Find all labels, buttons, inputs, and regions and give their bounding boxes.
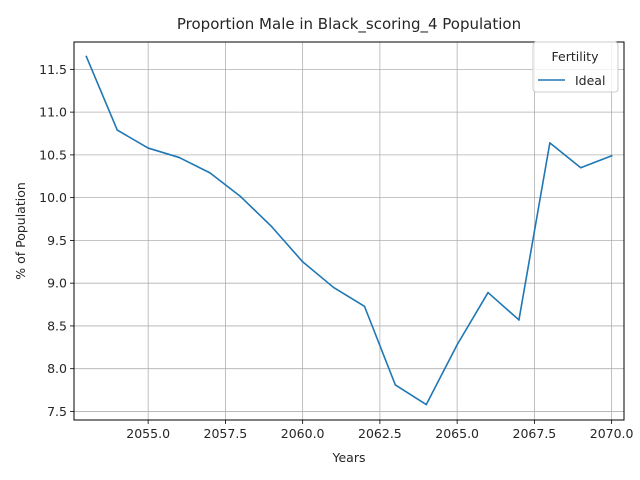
data-point	[518, 319, 520, 321]
y-tick-label: 8.5	[47, 318, 67, 333]
data-point	[610, 154, 613, 157]
series-line-ideal	[85, 55, 613, 406]
data-point	[332, 286, 335, 289]
x-tick-label: 2067.5	[513, 426, 557, 441]
y-tick-label: 11.0	[39, 105, 67, 120]
data-point	[240, 195, 242, 198]
y-tick-label: 7.5	[47, 404, 67, 419]
data-point	[270, 225, 273, 228]
x-tick-label: 2070.0	[590, 426, 634, 441]
x-tick-label: 2060.0	[281, 426, 325, 441]
x-tick-label: 2065.0	[435, 426, 479, 441]
y-tick-label: 9.0	[47, 276, 67, 291]
y-tick-label: 11.5	[39, 62, 67, 77]
grid	[74, 42, 624, 420]
data-point	[425, 403, 428, 406]
x-axis-ticks: 2055.0 2057.5 2060.0 2062.5 2065.0 2067.5 2070…	[126, 420, 634, 441]
y-axis-label: % of Population	[13, 182, 28, 280]
y-tick-label: 8.0	[47, 361, 67, 376]
data-point	[301, 260, 304, 263]
data-point	[579, 166, 582, 169]
x-tick-label: 2055.0	[126, 426, 170, 441]
data-point	[456, 343, 458, 346]
data-point	[178, 156, 180, 159]
y-tick-label: 10.5	[39, 147, 67, 162]
data-point	[147, 147, 149, 149]
x-tick-label: 2057.5	[204, 426, 248, 441]
data-point	[487, 291, 489, 294]
y-tick-label: 9.5	[47, 233, 67, 248]
data-point	[549, 142, 551, 144]
y-axis-ticks: 7.5 8.0 8.5 9.0 9.5 10.0 10.5 11.0 11.5	[39, 62, 74, 419]
chart-title: Proportion Male in Black_scoring_4 Popul…	[177, 15, 521, 34]
plot-area-frame	[73, 41, 625, 421]
legend-title: Fertility	[552, 49, 600, 64]
data-point	[394, 384, 397, 386]
legend-label-ideal: Ideal	[575, 73, 605, 88]
x-axis-label: Years	[332, 450, 366, 465]
series-layer	[85, 55, 613, 406]
y-tick-label: 10.0	[39, 190, 67, 205]
data-point	[85, 55, 88, 58]
legend: Fertility Ideal	[532, 41, 619, 93]
data-point	[363, 305, 366, 308]
data-point	[116, 129, 119, 131]
x-tick-label: 2062.5	[358, 426, 402, 441]
data-point	[209, 172, 211, 174]
